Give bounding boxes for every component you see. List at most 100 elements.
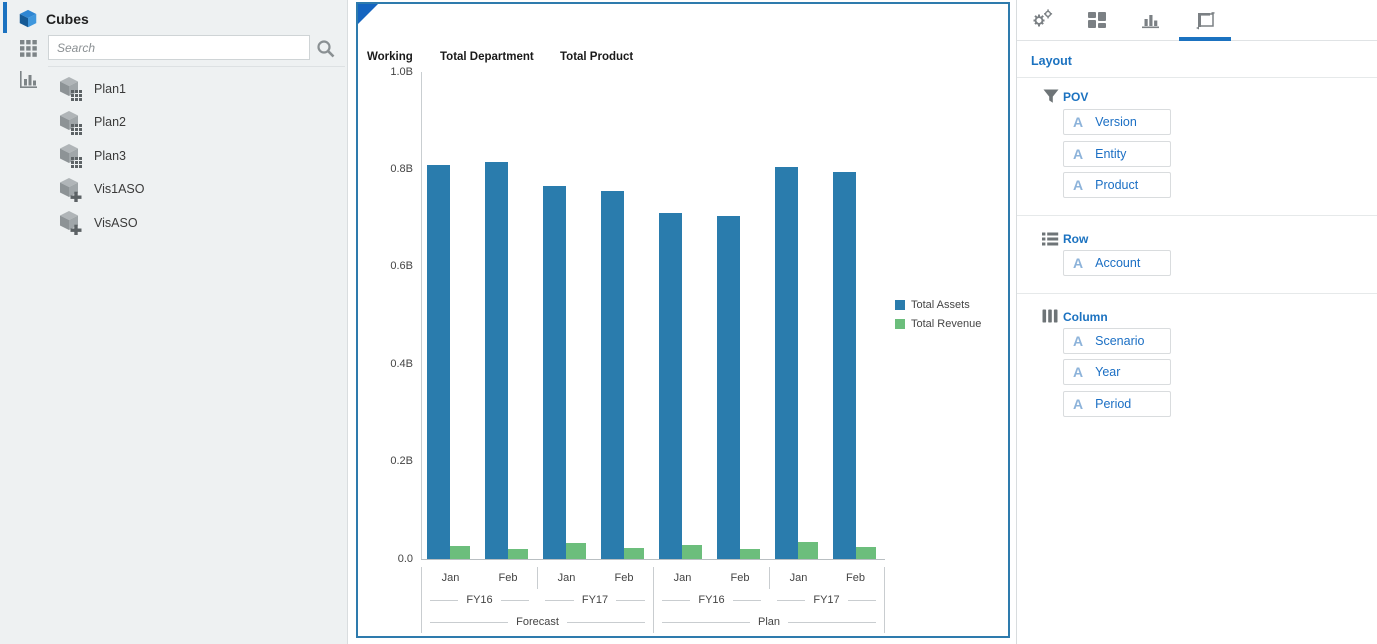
cube-item-label: Plan1 (94, 81, 126, 96)
cube-item-plan1[interactable]: Plan1 (0, 72, 347, 106)
bar-total-assets[interactable] (543, 186, 566, 559)
grid-view-icon[interactable] (20, 40, 37, 57)
bar-total-assets[interactable] (485, 162, 508, 559)
month-label: Jan (421, 567, 479, 589)
bar-total-revenue[interactable] (624, 548, 644, 559)
dimension-type-icon: A (1073, 364, 1084, 380)
x-axis-line (421, 559, 885, 560)
dimension-type-icon: A (1073, 255, 1084, 271)
search-input[interactable] (48, 35, 310, 60)
year-label: FY16 (653, 589, 769, 611)
cube-item-plan2[interactable]: Plan2 (0, 106, 347, 140)
chart-view-icon[interactable] (20, 71, 37, 88)
dimension-pill-entity[interactable]: A Entity (1063, 141, 1171, 167)
tab-views[interactable] (1071, 0, 1123, 40)
year-label: FY16 (421, 589, 537, 611)
dimension-type-icon: A (1073, 396, 1084, 412)
bar-total-assets[interactable] (601, 191, 624, 559)
bar-total-revenue[interactable] (740, 549, 760, 559)
cube-plus-icon (60, 211, 82, 236)
dimension-pill-year[interactable]: A Year (1063, 359, 1171, 385)
panel-divider (1017, 77, 1377, 78)
year-label: FY17 (769, 589, 885, 611)
plot-area: 1.0B 0.8B 0.6B 0.4B 0.2B 0.0 Jan Feb Jan Feb Jan Fe… (390, 66, 885, 633)
cube-item-vis1aso[interactable]: Vis1ASO (0, 173, 347, 207)
dimension-pill-account[interactable]: A Account (1063, 250, 1171, 276)
section-name-row: Row (1063, 232, 1089, 246)
active-panel-indicator (3, 2, 7, 33)
legend-item[interactable]: Total Assets (895, 299, 981, 311)
bar-total-revenue[interactable] (508, 549, 528, 559)
dimension-type-icon: A (1073, 333, 1084, 349)
tiles-icon (1088, 12, 1106, 28)
bar-total-assets[interactable] (427, 165, 450, 559)
y-tick-label: 0.8B (390, 162, 413, 175)
pov-member-product[interactable]: Total Product (560, 51, 634, 63)
month-label: Jan (769, 567, 827, 589)
tab-settings[interactable] (1017, 0, 1069, 40)
month-row: Jan Feb Jan Feb Jan Feb Jan Feb (421, 567, 885, 589)
dimension-type-icon: A (1073, 114, 1084, 130)
chart-legend: Total Assets Total Revenue (895, 299, 981, 337)
panel-divider (1017, 293, 1377, 294)
y-axis-line (421, 72, 422, 559)
tab-layout[interactable] (1179, 0, 1231, 41)
layout-title: Layout (1031, 54, 1072, 68)
bar-total-revenue[interactable] (856, 547, 876, 559)
bar-total-revenue[interactable] (566, 543, 586, 559)
search-icon[interactable] (316, 39, 335, 58)
legend-label: Total Revenue (911, 318, 982, 330)
bar-total-revenue[interactable] (798, 542, 818, 559)
pov-member-department[interactable]: Total Department (440, 51, 534, 63)
y-tick-label: 1.0B (390, 65, 413, 78)
month-label: Jan (653, 567, 711, 589)
bar-total-assets[interactable] (775, 167, 798, 559)
bar-total-revenue[interactable] (682, 545, 702, 559)
dimension-label: Version (1095, 115, 1137, 129)
dimension-type-icon: A (1073, 146, 1084, 162)
dimension-pill-version[interactable]: A Version (1063, 109, 1171, 135)
scenario-label: Plan (653, 611, 885, 633)
selection-corner-marker (358, 4, 378, 24)
cube-grid-icon (60, 144, 82, 169)
cube-item-plan3[interactable]: Plan3 (0, 139, 347, 173)
legend-swatch (895, 319, 905, 329)
dimension-label: Period (1095, 397, 1132, 411)
tab-chart[interactable] (1125, 0, 1177, 40)
sidebar-divider (48, 66, 345, 67)
section-name-column: Column (1063, 310, 1108, 324)
y-tick-label: 0.6B (390, 260, 413, 273)
bar-total-assets[interactable] (659, 213, 682, 559)
visualization-panel: Working Total Department Total Product 1… (356, 2, 1010, 638)
dimension-pill-scenario[interactable]: A Scenario (1063, 328, 1171, 354)
bar-total-assets[interactable] (833, 172, 856, 559)
legend-item[interactable]: Total Revenue (895, 318, 981, 330)
cube-item-label: VisASO (94, 215, 138, 230)
cube-item-label: Plan2 (94, 115, 126, 130)
cube-item-visaso[interactable]: VisASO (0, 206, 347, 240)
sidebar-title: Cubes (46, 11, 89, 27)
pov-member-version[interactable]: Working (367, 51, 413, 63)
scenario-row: Forecast Plan (421, 611, 885, 633)
scenario-label: Forecast (421, 611, 653, 633)
y-tick-label: 0.4B (390, 357, 413, 370)
cubes-icon (19, 9, 37, 28)
gears-icon (1033, 9, 1053, 27)
dimension-type-icon: A (1073, 177, 1084, 193)
cubes-sidebar: Cubes (0, 0, 348, 644)
month-label: Jan (537, 567, 595, 589)
bar-total-assets[interactable] (717, 216, 740, 559)
dimension-label: Scenario (1095, 334, 1145, 348)
dimension-pill-period[interactable]: A Period (1063, 391, 1171, 417)
dimension-label: Entity (1095, 147, 1127, 161)
cube-grid-icon (60, 110, 82, 135)
dimension-label: Account (1095, 256, 1141, 270)
bar-total-revenue[interactable] (450, 546, 470, 559)
cube-plus-icon (60, 177, 82, 202)
section-name-pov: POV (1063, 90, 1089, 104)
cube-item-label: Plan3 (94, 148, 126, 163)
legend-swatch (895, 300, 905, 310)
dimension-pill-product[interactable]: A Product (1063, 172, 1171, 198)
legend-label: Total Assets (911, 299, 970, 311)
